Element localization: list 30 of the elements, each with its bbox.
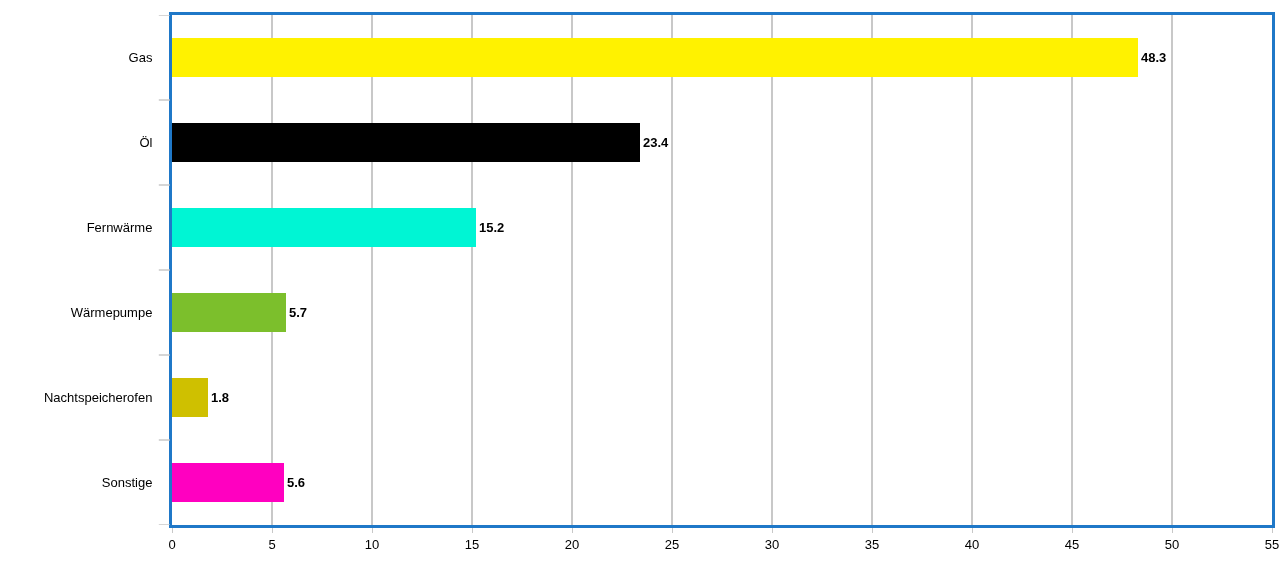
x-tick-label: 5 — [268, 536, 276, 552]
data-label: 1.8 — [211, 390, 230, 405]
x-tick-label: 15 — [464, 536, 480, 552]
y-tick-label: Öl — [139, 135, 153, 151]
x-tick-label: 55 — [1264, 536, 1280, 552]
x-tick-label: 10 — [364, 536, 380, 552]
bar — [172, 37, 1138, 78]
x-tick-label: 0 — [168, 536, 176, 552]
x-tick-label: 30 — [764, 536, 780, 552]
y-tick-label: Fernwärme — [86, 220, 153, 236]
data-label: 5.6 — [287, 475, 306, 490]
x-tick-label: 40 — [964, 536, 980, 552]
y-tick-label: Wärmepumpe — [70, 305, 153, 321]
y-tick-label: Sonstige — [101, 475, 153, 491]
bar — [172, 292, 286, 333]
data-label: 23.4 — [643, 135, 670, 150]
y-tick-label: Gas — [128, 50, 153, 66]
y-tick-label: Nachtspeicherofen — [43, 390, 153, 406]
bar — [172, 122, 640, 163]
bar — [172, 462, 284, 503]
x-tick-label: 45 — [1064, 536, 1080, 552]
x-tick-label: 25 — [664, 536, 680, 552]
bar — [172, 207, 476, 248]
data-label: 5.7 — [289, 305, 308, 320]
x-tick-label: 35 — [864, 536, 880, 552]
data-label: 48.3 — [1141, 50, 1167, 65]
bar — [172, 377, 208, 418]
x-tick-label: 50 — [1164, 536, 1180, 552]
x-tick-label: 20 — [564, 536, 580, 552]
data-label: 15.2 — [479, 220, 505, 235]
